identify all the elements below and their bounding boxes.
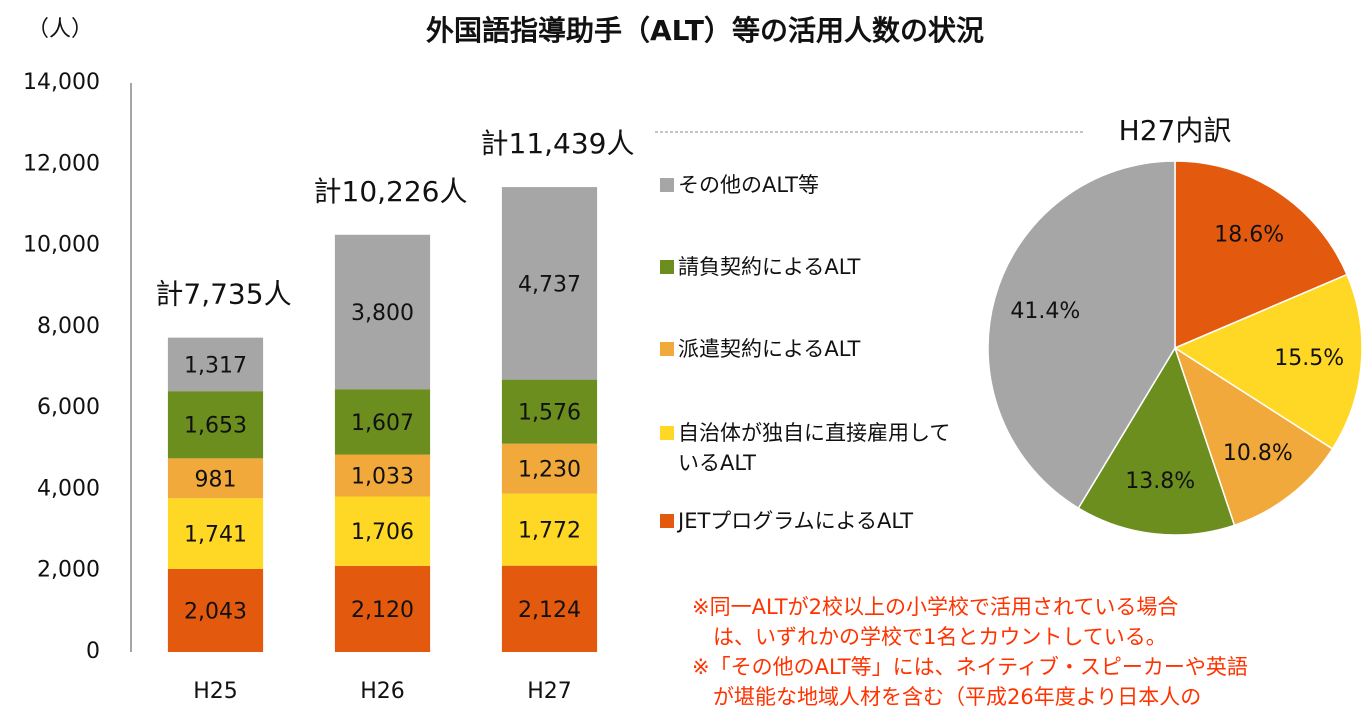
bar-value-label: 1,772: [518, 519, 581, 544]
bar-segment: [334, 496, 431, 566]
legend-label: 派遣契約によるALT: [678, 337, 861, 361]
bar-value-label: 2,124: [518, 598, 581, 623]
pie-title: H27内訳: [1119, 114, 1232, 147]
legend-swatch: [660, 342, 674, 356]
bar-value-label: 1,706: [351, 520, 414, 545]
bar-segment: [501, 379, 598, 444]
x-tick-label: H27: [527, 679, 572, 704]
legend-item: 派遣契約によるALT: [660, 334, 990, 364]
note-line: が堪能な地域人材を含む（平成26年度より日本人の: [692, 685, 1202, 709]
bar-segment: [501, 565, 598, 652]
notes: ※同一ALTが2校以上の小学校で活用されている場合 は、いずれかの学校で1名とカ…: [692, 592, 1248, 712]
pie-label: 10.8%: [1223, 441, 1293, 466]
bar-value-label: 2,043: [184, 599, 247, 624]
y-tick-label: 0: [86, 639, 100, 664]
y-tick-label: 12,000: [23, 151, 100, 176]
pie-label: 41.4%: [1010, 299, 1080, 324]
note-line: ※「その他のALT等」には、ネイティブ・スピーカーや英語: [692, 655, 1248, 679]
bar-segment: [334, 454, 431, 497]
y-tick-label: 2,000: [37, 558, 100, 583]
bar-segment: [334, 234, 431, 390]
pie-label: 13.8%: [1125, 469, 1195, 494]
bar-segment: [167, 568, 264, 652]
bar-segment: [167, 458, 264, 499]
legend-swatch: [660, 260, 674, 274]
legend-label: その他のALT等: [678, 173, 820, 197]
bar-value-label: 2,120: [351, 598, 414, 623]
bar-segment: [167, 391, 264, 459]
pie-slice: [1173, 346, 1334, 527]
bar-value-label: 1,576: [518, 401, 581, 426]
legend-swatch: [660, 178, 674, 192]
bar-value-label: 1,607: [351, 411, 414, 436]
bar-value-label: 1,653: [184, 414, 247, 439]
bar-segment: [501, 493, 598, 566]
bar-value-label: 981: [195, 467, 237, 492]
legend-swatch: [660, 426, 674, 440]
pie-slice: [1173, 273, 1363, 450]
y-tick-label: 4,000: [37, 476, 100, 501]
pie-label: 15.5%: [1274, 346, 1344, 371]
total-label: 計11,439人: [481, 127, 635, 160]
y-axis-label: （人）: [27, 17, 93, 42]
legend-item: その他のALT等: [660, 170, 990, 200]
bar-value-label: 1,033: [351, 465, 414, 490]
legend-swatch: [660, 514, 674, 528]
pie-slice: [987, 160, 1176, 510]
y-tick-label: 10,000: [23, 233, 100, 258]
bar-segment: [501, 443, 598, 494]
pie-slice: [1077, 346, 1236, 536]
note-line: ※同一ALTが2校以上の小学校で活用されている場合: [692, 595, 1179, 619]
legend-label: 請負契約によるALT: [678, 255, 861, 279]
y-tick-label: 14,000: [23, 70, 100, 95]
total-label: 計10,226人: [314, 175, 468, 208]
note-line: は、いずれかの学校で1名とカウントしている。: [692, 625, 1167, 649]
legend-item: 自治体が独自に直接雇用しているALT: [660, 418, 990, 478]
legend-item: 請負契約によるALT: [660, 252, 990, 282]
legend-label: JETプログラムによるALT: [678, 509, 914, 533]
bar-value-label: 1,230: [518, 458, 581, 483]
pie-label: 18.6%: [1214, 223, 1284, 248]
pie-slice: [1174, 160, 1348, 350]
y-tick-label: 8,000: [37, 314, 100, 339]
y-tick-label: 6,000: [37, 395, 100, 420]
x-tick-label: H25: [193, 679, 238, 704]
chart-title: 外国語指導助手（ALT）等の活用人数の状況: [426, 14, 984, 47]
x-tick-label: H26: [360, 679, 405, 704]
bar-segment: [501, 187, 598, 380]
bar-segment: [167, 337, 264, 392]
bar-segment: [334, 389, 431, 455]
total-label: 計7,735人: [155, 278, 291, 311]
bar-segment: [334, 565, 431, 652]
bar-value-label: 4,737: [518, 272, 581, 297]
legend-item: JETプログラムによるALT: [660, 506, 990, 536]
bar-value-label: 3,800: [351, 301, 414, 326]
bar-value-label: 1,741: [184, 523, 247, 548]
bar-value-label: 1,317: [184, 353, 247, 378]
legend-label: 自治体が独自に直接雇用しているALT: [678, 421, 951, 475]
bar-segment: [167, 498, 264, 569]
